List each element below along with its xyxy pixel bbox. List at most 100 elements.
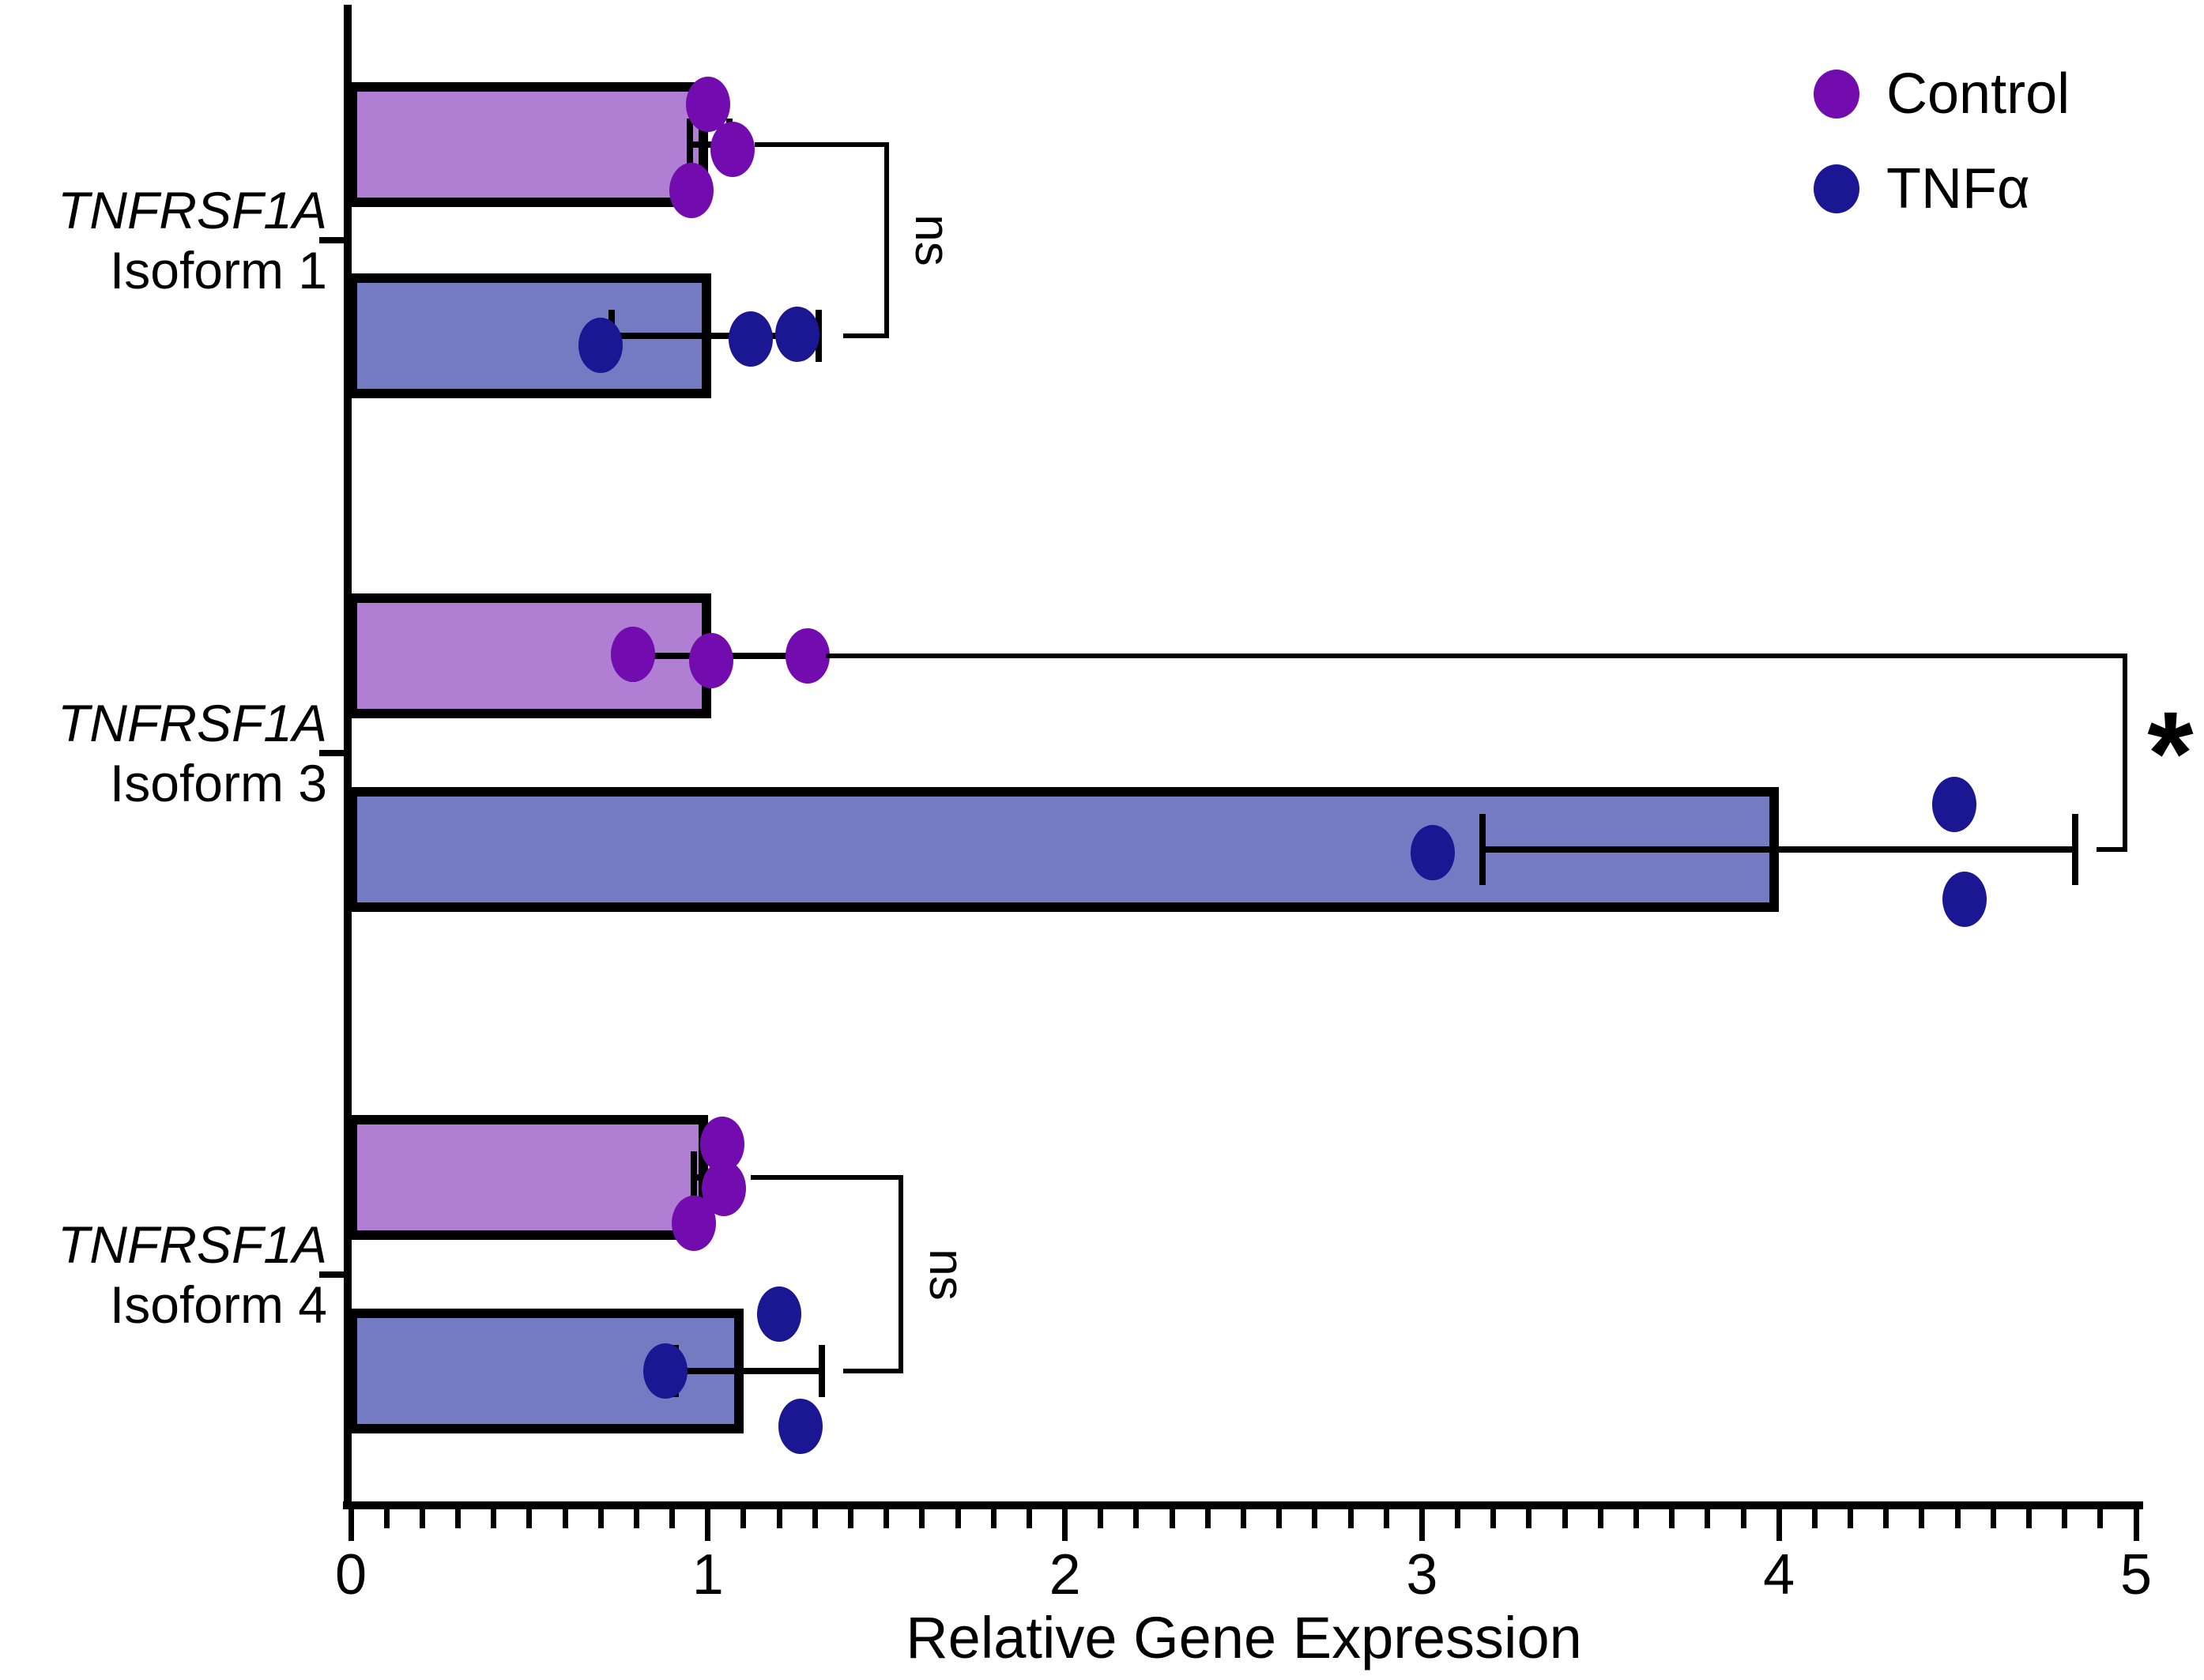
x-axis-minor-tick (1848, 1509, 1854, 1528)
x-axis-minor-tick (455, 1509, 462, 1528)
x-axis-tick-label: 4 (1763, 1543, 1795, 1607)
x-axis-minor-tick (1455, 1509, 1461, 1528)
x-axis-minor-tick (1562, 1509, 1568, 1528)
x-axis-minor-tick (990, 1509, 997, 1528)
significance-label: * (2147, 686, 2194, 819)
x-axis-minor-tick (812, 1509, 818, 1528)
y-axis-group-label: TNFRSF1A Isoform 4 (0, 1215, 327, 1335)
x-axis-minor-tick (1241, 1509, 1246, 1528)
data-point-Control (610, 627, 655, 682)
x-axis-minor-tick (848, 1509, 854, 1528)
x-axis-minor-tick (740, 1509, 747, 1528)
x-axis-minor-tick (955, 1509, 961, 1528)
legend-label-control: Control (1886, 62, 2070, 126)
y-axis-group-tick (319, 237, 348, 243)
data-point-TNFα (578, 318, 624, 373)
x-axis-minor-tick (491, 1509, 497, 1528)
legend-marker-tnfa (1814, 164, 1859, 213)
x-axis-tick-label: 3 (1406, 1543, 1438, 1607)
x-axis-minor-tick (1669, 1509, 1675, 1528)
x-axis-minor-tick (1098, 1509, 1104, 1528)
significance-bracket-bottom (2097, 847, 2126, 852)
significance-bracket-top (751, 1175, 901, 1180)
data-point-TNFα (729, 311, 774, 367)
x-axis-minor-tick (1919, 1509, 1925, 1528)
data-point-TNFα (1410, 825, 1455, 880)
data-point-TNFα (757, 1286, 802, 1342)
significance-bracket-top (754, 142, 887, 147)
x-axis-minor-tick (419, 1509, 425, 1528)
x-axis-minor-tick (1526, 1509, 1532, 1528)
x-axis-minor-tick (1133, 1509, 1140, 1528)
significance-bracket-vertical (2123, 654, 2128, 852)
x-axis-minor-tick (919, 1509, 925, 1528)
x-axis-minor-tick (2097, 1509, 2104, 1528)
x-axis-minor-tick (2062, 1509, 2068, 1528)
x-axis-minor-tick (1705, 1509, 1711, 1528)
x-axis-minor-tick (1954, 1509, 1961, 1528)
significance-label: ns (918, 1248, 974, 1301)
x-axis-minor-tick (1383, 1509, 1389, 1528)
x-axis-major-tick (705, 1509, 711, 1541)
x-axis-minor-tick (1883, 1509, 1889, 1528)
x-axis-minor-tick (526, 1509, 533, 1528)
data-point-TNFα (1931, 777, 1976, 832)
x-axis-minor-tick (633, 1509, 639, 1528)
data-point-TNFα (1942, 872, 1987, 927)
error-bar-line (1483, 846, 2076, 853)
y-axis-line (344, 5, 352, 1509)
error-bar-cap (2072, 814, 2079, 885)
x-axis-minor-tick (1347, 1509, 1354, 1528)
y-axis-group-label-isoform: Isoform 4 (109, 1275, 327, 1334)
error-bar-line (676, 1368, 823, 1374)
x-axis-minor-tick (2025, 1509, 2032, 1528)
x-axis-minor-tick (669, 1509, 676, 1528)
y-axis-group-tick (319, 1271, 348, 1278)
x-axis-minor-tick (1026, 1509, 1032, 1528)
x-axis-tick-label: 5 (2119, 1543, 2153, 1607)
x-axis-minor-tick (1490, 1509, 1497, 1528)
x-axis-minor-tick (883, 1509, 890, 1528)
error-bar-cap (1479, 814, 1486, 885)
x-axis-major-tick (2133, 1509, 2139, 1541)
x-axis-tick-label: 0 (334, 1543, 367, 1607)
x-axis-minor-tick (562, 1509, 568, 1528)
data-point-Control (786, 628, 831, 684)
x-axis-minor-tick (1204, 1509, 1211, 1528)
error-bar-line (611, 333, 819, 339)
x-axis-line (343, 1501, 2143, 1509)
significance-label: ns (904, 214, 959, 266)
significance-bracket-vertical (883, 142, 889, 338)
data-point-Control (689, 633, 734, 688)
error-bar-cap (819, 1345, 826, 1397)
data-point-Control (685, 77, 730, 132)
bar-Control (348, 82, 708, 207)
x-axis-tick-label: 1 (691, 1543, 724, 1607)
x-axis-title: Relative Gene Expression (906, 1605, 1582, 1671)
y-axis-group-label-gene: TNFRSF1A (57, 693, 327, 752)
x-axis-minor-tick (1990, 1509, 1996, 1528)
y-axis-group-label-gene: TNFRSF1A (57, 1215, 327, 1274)
bar-Control (348, 593, 712, 718)
x-axis-minor-tick (1740, 1509, 1746, 1528)
x-axis-minor-tick (1597, 1509, 1603, 1528)
x-axis-minor-tick (1312, 1509, 1318, 1528)
x-axis-minor-tick (1633, 1509, 1639, 1528)
y-axis-group-label-gene: TNFRSF1A (57, 181, 327, 239)
x-axis-major-tick (1062, 1509, 1068, 1541)
x-axis-minor-tick (1811, 1509, 1818, 1528)
data-point-Control (671, 1196, 716, 1251)
data-point-TNFα (642, 1343, 688, 1399)
data-point-TNFα (774, 307, 819, 362)
data-point-Control (669, 163, 714, 218)
data-point-Control (710, 122, 755, 177)
significance-bracket-bottom (843, 333, 887, 338)
error-bar-cap (690, 1151, 697, 1203)
y-axis-group-label-isoform: Isoform 1 (109, 241, 327, 299)
significance-bracket-top (825, 654, 2126, 658)
significance-bracket-bottom (843, 1369, 901, 1373)
bar-Control (348, 1115, 708, 1240)
x-axis-minor-tick (1276, 1509, 1283, 1528)
bar-TNFα (348, 273, 712, 398)
